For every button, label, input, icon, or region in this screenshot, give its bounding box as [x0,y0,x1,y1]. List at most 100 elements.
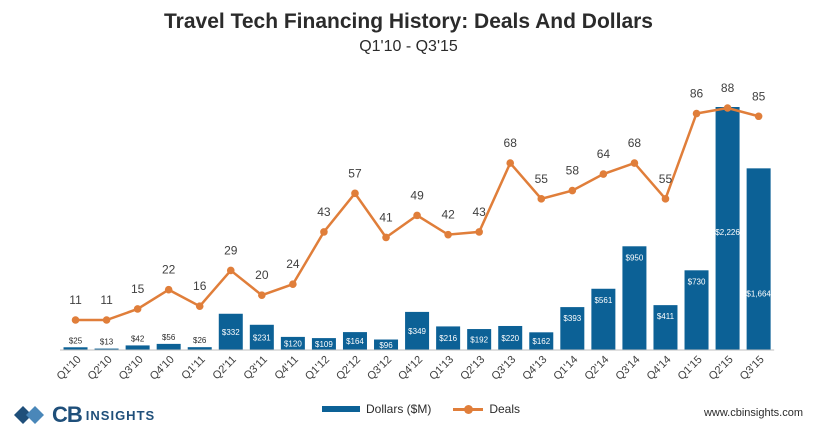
legend-swatch-line [453,404,484,414]
deals-label-Q3'12: 41 [379,210,393,224]
x-tick-Q2'13: Q2'13 [458,354,487,383]
deals-label-Q2'13: 43 [472,205,486,219]
website-url: www.cbinsights.com [703,407,803,419]
deals-point-Q2'11 [226,266,235,275]
x-tick-Q1'15: Q1'15 [676,354,705,383]
legend-swatch-bar [322,406,360,412]
deals-label-Q3'11: 20 [255,268,269,282]
bar-Q2'10 [94,348,119,351]
deals-point-Q1'10 [71,316,80,324]
logo-text-insights: INSIGHTS [85,407,156,423]
deals-point-Q3'12 [382,233,390,242]
deals-point-Q2'10 [102,316,111,324]
bar-label-Q1'10: $25 [69,336,83,345]
deals-point-Q2'14 [599,170,608,178]
bar-label-Q1'15: $730 [688,277,706,286]
chart-subtitle: Q1'10 - Q3'15 [359,38,458,55]
bar-Q3'12 [374,339,399,350]
x-tick-Q4'12: Q4'12 [396,354,425,383]
deals-label-Q3'14: 68 [628,136,642,150]
x-tick-Q4'10: Q4'10 [148,354,177,383]
bar-Q4'11 [280,336,305,350]
bar-Q1'13 [436,326,461,350]
x-tick-Q4'11: Q4'11 [273,354,301,382]
deals-label-Q4'14: 55 [659,172,673,186]
deals-label-Q1'11: 16 [193,279,207,293]
bar-Q2'12 [342,332,367,350]
cb-insights-logo: CB INSIGHTS [10,402,155,428]
bar-Q3'11 [249,324,274,350]
x-tick-Q1'14: Q1'14 [551,354,580,383]
bar-label-Q4'11: $120 [284,339,302,348]
deals-point-Q4'11 [289,280,297,289]
legend-label-deals: Deals [489,402,521,416]
bar-label-Q2'12: $164 [346,337,364,346]
x-tick-Q3'12: Q3'12 [365,354,394,383]
bar-label-Q3'12: $96 [379,341,393,350]
deals-label-Q2'10: 11 [100,293,113,307]
deals-label-Q4'11: 24 [286,257,300,271]
bar-Q3'10 [125,345,150,350]
deals-point-Q2'12 [351,189,359,198]
x-tick-Q3'10: Q3'10 [117,354,146,383]
deals-label-Q3'10: 15 [131,282,145,296]
deals-label-Q2'15: 88 [721,81,735,95]
deals-point-Q3'11 [258,291,266,300]
deals-label-Q2'12: 57 [348,166,362,180]
deals-point-Q3'10 [133,305,142,313]
bar-label-Q3'11: $231 [253,333,271,342]
x-tick-Q3'13: Q3'13 [489,354,518,383]
deals-point-Q1'15 [692,109,701,118]
deals-label-Q1'12: 43 [317,205,331,219]
deals-point-Q4'14 [661,195,670,203]
bar-label-Q4'12: $349 [408,327,426,336]
bar-Q4'14 [653,305,678,350]
bar-Q2'14 [591,288,616,350]
bar-label-Q2'15: $2,226 [715,228,740,237]
bar-label-Q1'13: $216 [439,334,457,343]
bar-label-Q4'13: $162 [532,337,550,346]
bar-Q3'13 [498,325,523,350]
bar-label-Q4'14: $411 [657,312,675,321]
bar-label-Q3'13: $220 [501,334,519,343]
deals-label-Q2'11: 29 [224,243,238,257]
bar-Q1'14 [560,307,585,350]
x-tick-Q3'11: Q3'11 [242,354,270,382]
deals-point-Q4'10 [164,285,173,294]
deals-point-Q1'14 [568,186,577,195]
bar-Q1'15 [684,270,709,350]
deals-label-Q1'10: 11 [69,293,82,307]
deals-label-Q4'10: 22 [162,263,176,277]
bar-Q1'11 [187,347,212,350]
deals-label-Q4'13: 55 [535,172,549,186]
x-tick-Q1'13: Q1'13 [427,354,456,383]
x-tick-Q1'11: Q1'11 [179,354,207,382]
bar-label-Q3'14: $950 [626,253,644,262]
deals-label-Q3'13: 68 [504,136,518,150]
deals-label-Q1'14: 58 [566,164,580,178]
deals-point-Q1'13 [444,230,452,239]
bar-label-Q4'10: $56 [162,333,176,342]
x-tick-Q2'10: Q2'10 [86,354,115,383]
x-tick-Q4'14: Q4'14 [645,354,674,383]
bar-label-Q2'14: $561 [594,296,612,305]
x-tick-Q3'15: Q3'15 [738,354,767,383]
bar-label-Q2'10: $13 [100,338,114,347]
legend-item-deals: Deals [453,402,520,416]
deals-label-Q4'12: 49 [410,188,424,202]
x-tick-Q4'13: Q4'13 [520,354,549,383]
deals-point-Q2'13 [475,228,483,236]
chart-title: Travel Tech Financing History: Deals And… [164,10,653,33]
legend-item-dollars: Dollars ($M) [322,402,431,416]
deals-point-Q3'13 [506,159,515,167]
bar-Q1'10 [63,347,88,350]
deals-point-Q2'15 [723,104,732,112]
x-tick-Q2'12: Q2'12 [334,354,363,383]
bar-Q3'15 [746,168,771,350]
deals-point-Q4'13 [537,195,546,203]
deals-label-Q3'15: 85 [752,89,766,103]
bar-Q2'13 [467,329,492,350]
bar-Q4'12 [405,311,430,350]
deals-point-Q4'12 [413,211,421,220]
